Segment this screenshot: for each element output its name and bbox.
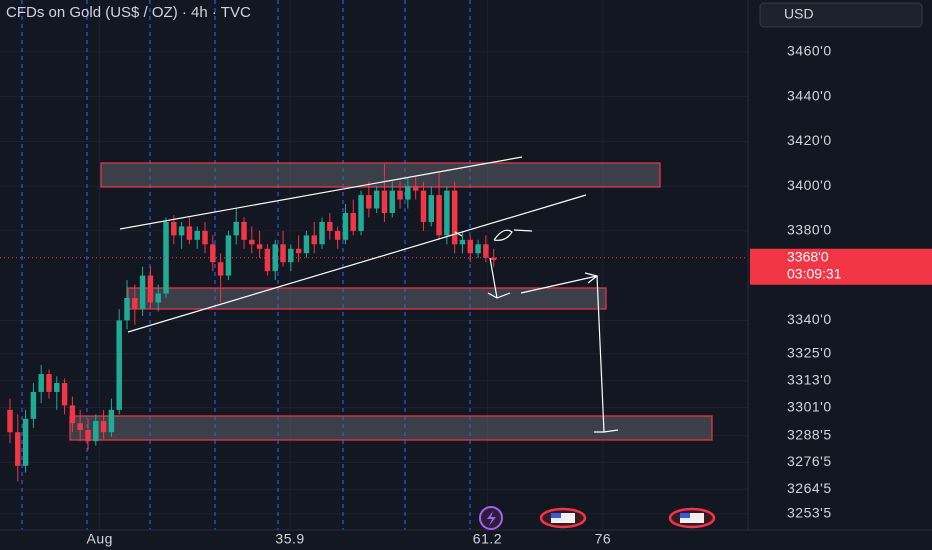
candle-body bbox=[303, 235, 310, 254]
y-tick-label: 3400'0 bbox=[787, 177, 832, 193]
x-tick-label: 76 bbox=[595, 531, 612, 547]
candle-body bbox=[178, 226, 185, 236]
event-icons bbox=[479, 506, 716, 530]
y-tick-label: 3460'0 bbox=[787, 43, 832, 59]
zones bbox=[69, 162, 713, 441]
candle-body bbox=[389, 190, 395, 213]
candle-body bbox=[475, 244, 481, 254]
candle-body bbox=[295, 248, 302, 254]
candle-body bbox=[249, 239, 255, 245]
last-price-label: 3368'0 bbox=[787, 248, 829, 264]
x-tick-label: 61.2 bbox=[473, 531, 502, 547]
candle-body bbox=[467, 239, 473, 254]
candle-body bbox=[7, 409, 13, 433]
candle-body bbox=[155, 293, 161, 303]
candle-body bbox=[30, 391, 37, 419]
candle-body bbox=[124, 297, 130, 321]
y-tick-label: 3253'5 bbox=[787, 505, 832, 521]
candle-body bbox=[451, 190, 458, 245]
candle-body bbox=[350, 212, 356, 231]
candle-body bbox=[334, 230, 341, 240]
currency: USD bbox=[784, 6, 814, 22]
candle-body bbox=[202, 230, 208, 245]
candle-body bbox=[132, 297, 138, 310]
candle-body bbox=[108, 409, 115, 433]
candle-body bbox=[210, 244, 216, 263]
candle-body bbox=[233, 221, 239, 236]
candle-body bbox=[397, 190, 403, 200]
candle-body bbox=[85, 429, 91, 442]
y-tick-label: 3340'0 bbox=[787, 311, 832, 327]
candle-body bbox=[171, 221, 177, 236]
candle-body bbox=[436, 195, 442, 236]
y-tick-label: 3420'0 bbox=[787, 132, 832, 148]
candle-body bbox=[163, 221, 169, 294]
candle-body bbox=[54, 383, 60, 392]
candle-body bbox=[381, 190, 388, 213]
candle-body bbox=[319, 221, 325, 245]
candle-body bbox=[256, 244, 263, 249]
candle-body bbox=[428, 195, 434, 222]
candle-body bbox=[225, 235, 232, 276]
session-lines bbox=[21, 0, 471, 530]
candle-body bbox=[22, 418, 29, 466]
candle-body bbox=[311, 235, 317, 245]
candle-body bbox=[412, 186, 419, 191]
candle-body bbox=[420, 190, 427, 222]
candle-body bbox=[280, 244, 286, 263]
candle-body bbox=[405, 186, 411, 200]
candle-body bbox=[15, 432, 21, 466]
candle-body bbox=[444, 190, 450, 236]
candle-body bbox=[327, 221, 333, 231]
x-tick-label: Aug bbox=[86, 531, 112, 547]
y-tick-label: 3264'5 bbox=[787, 480, 832, 496]
candle-body bbox=[264, 248, 271, 272]
currency-box[interactable] bbox=[759, 2, 923, 28]
x-tick-label: 35.9 bbox=[275, 531, 304, 547]
candle-body bbox=[358, 195, 364, 231]
candle-body bbox=[483, 244, 489, 258]
y-tick-label: 3440'0 bbox=[787, 87, 832, 103]
y-tick-label: 3313'0 bbox=[787, 371, 832, 387]
candle-body bbox=[93, 421, 99, 442]
candle-body bbox=[241, 221, 247, 240]
y-tick-label: 3301'0 bbox=[787, 398, 832, 414]
candle-body bbox=[77, 423, 83, 430]
candle-body bbox=[61, 383, 68, 406]
y-tick-label: 3380'0 bbox=[787, 222, 832, 238]
candle-body bbox=[373, 190, 380, 209]
candle-body bbox=[139, 275, 146, 310]
chart-title: CFDs on Gold (US$ / OZ) · 4h · TVC bbox=[6, 4, 251, 21]
candle-body bbox=[147, 275, 154, 303]
candle-body bbox=[342, 212, 349, 240]
drawings bbox=[119, 156, 619, 433]
y-tick-label: 3276'5 bbox=[787, 453, 832, 469]
candle-body bbox=[116, 320, 122, 410]
candle-body bbox=[366, 195, 372, 209]
candle-body bbox=[38, 374, 44, 392]
candle-body bbox=[288, 248, 294, 263]
candle-body bbox=[186, 226, 193, 240]
candle-body bbox=[69, 405, 76, 424]
candle-body bbox=[46, 374, 52, 392]
last-price-box bbox=[750, 248, 932, 285]
y-tick-label: 3325'0 bbox=[787, 345, 832, 361]
candles bbox=[0, 163, 748, 482]
candle-body bbox=[272, 244, 278, 272]
y-tick-label: 3288'5 bbox=[787, 426, 832, 442]
candle-body bbox=[459, 239, 466, 245]
axes: 3460'0 3440'0 3420'0 3400'0 3380'0 3340'0 3325… bbox=[86, 43, 932, 547]
countdown: 03:09:31 bbox=[787, 265, 842, 281]
candle-body bbox=[217, 262, 224, 276]
candle-body bbox=[100, 421, 107, 433]
candle-body bbox=[194, 230, 200, 240]
candle-body bbox=[490, 257, 497, 260]
